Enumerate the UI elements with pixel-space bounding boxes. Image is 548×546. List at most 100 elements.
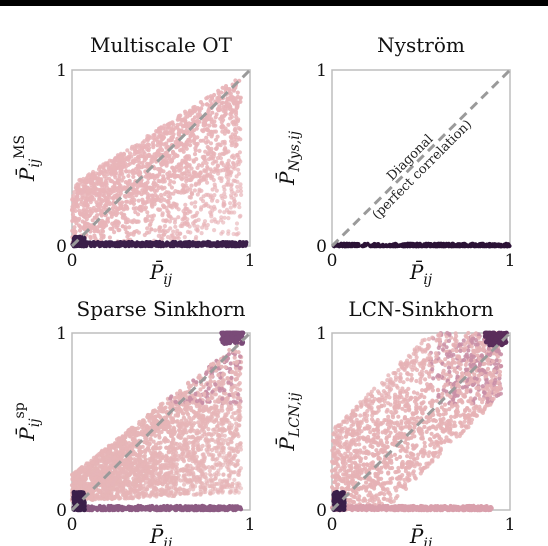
data-point xyxy=(220,100,225,105)
data-point xyxy=(178,240,183,245)
data-point xyxy=(205,172,210,177)
data-point xyxy=(365,241,370,247)
data-point xyxy=(441,243,447,249)
data-point xyxy=(212,217,217,222)
data-point xyxy=(158,225,163,230)
data-point xyxy=(238,387,243,392)
data-point xyxy=(186,137,191,142)
data-point xyxy=(101,493,106,498)
data-point xyxy=(164,145,169,150)
data-point xyxy=(206,452,212,457)
data-point xyxy=(171,168,177,174)
data-point xyxy=(168,131,173,136)
data-point xyxy=(239,241,245,247)
data-point xyxy=(197,119,202,124)
data-point xyxy=(205,95,210,100)
data-point xyxy=(234,118,239,123)
data-point xyxy=(77,223,82,228)
data-point xyxy=(115,223,120,228)
chart-title: Nyström xyxy=(377,33,465,57)
data-point xyxy=(235,179,240,184)
data-point xyxy=(230,132,235,137)
data-point xyxy=(135,426,141,431)
data-point xyxy=(219,120,224,125)
data-point xyxy=(123,227,128,232)
data-point xyxy=(149,157,154,163)
data-point xyxy=(101,235,106,240)
data-point xyxy=(226,231,231,236)
data-point xyxy=(187,108,193,113)
data-point xyxy=(142,453,147,458)
data-point xyxy=(198,469,203,474)
data-point xyxy=(214,159,219,164)
y-tick-label: 1 xyxy=(56,61,67,81)
data-point xyxy=(220,429,225,434)
data-point xyxy=(201,409,206,414)
data-point xyxy=(227,446,232,451)
x-axis-label: P̄ij xyxy=(409,259,433,288)
data-point xyxy=(175,153,180,158)
data-point xyxy=(193,450,198,455)
data-point xyxy=(167,219,172,224)
data-point xyxy=(207,113,213,118)
data-point xyxy=(173,224,178,229)
data-point xyxy=(150,193,155,199)
data-point xyxy=(100,183,105,188)
data-point xyxy=(171,180,177,185)
data-point xyxy=(164,141,169,146)
data-point xyxy=(487,243,492,249)
data-point xyxy=(168,173,174,178)
data-point xyxy=(232,433,237,438)
data-point xyxy=(222,210,227,215)
data-point xyxy=(229,154,234,159)
data-point xyxy=(146,199,151,204)
data-point xyxy=(103,240,109,245)
data-point xyxy=(237,381,242,386)
data-point xyxy=(144,154,150,159)
data-point xyxy=(194,157,199,162)
data-point xyxy=(146,176,151,181)
data-point xyxy=(500,243,506,249)
data-point xyxy=(214,243,219,249)
data-point xyxy=(178,175,183,181)
data-point xyxy=(188,405,193,410)
data-point xyxy=(235,160,240,165)
data-point xyxy=(156,178,161,183)
data-point xyxy=(136,190,142,195)
diagonal-line xyxy=(70,68,252,248)
data-point xyxy=(234,122,239,127)
data-point xyxy=(162,185,167,190)
data-point xyxy=(216,88,221,93)
data-point xyxy=(144,423,149,429)
data-point xyxy=(230,240,235,245)
data-point xyxy=(192,421,197,426)
data-point xyxy=(192,170,197,175)
data-point xyxy=(158,141,163,146)
data-point xyxy=(185,114,190,119)
data-point xyxy=(187,209,192,214)
data-point xyxy=(148,161,153,166)
data-point xyxy=(192,152,198,157)
data-point xyxy=(82,179,87,184)
data-point xyxy=(193,182,198,187)
data-point xyxy=(211,453,216,458)
data-point xyxy=(231,202,237,208)
data-point xyxy=(223,126,228,131)
data-point xyxy=(193,218,198,223)
data-point xyxy=(126,173,131,178)
data-point xyxy=(79,190,84,195)
data-point xyxy=(228,116,233,121)
data-point xyxy=(222,187,227,192)
data-point xyxy=(165,199,170,204)
data-point xyxy=(223,412,228,417)
data-point xyxy=(143,205,148,210)
data-point xyxy=(147,172,152,177)
data-point xyxy=(206,427,211,432)
data-point xyxy=(167,157,173,162)
data-point xyxy=(152,189,157,194)
data-point xyxy=(158,166,163,172)
data-point xyxy=(214,112,219,117)
data-point xyxy=(195,165,200,170)
data-point xyxy=(131,160,136,165)
data-point xyxy=(74,216,79,221)
